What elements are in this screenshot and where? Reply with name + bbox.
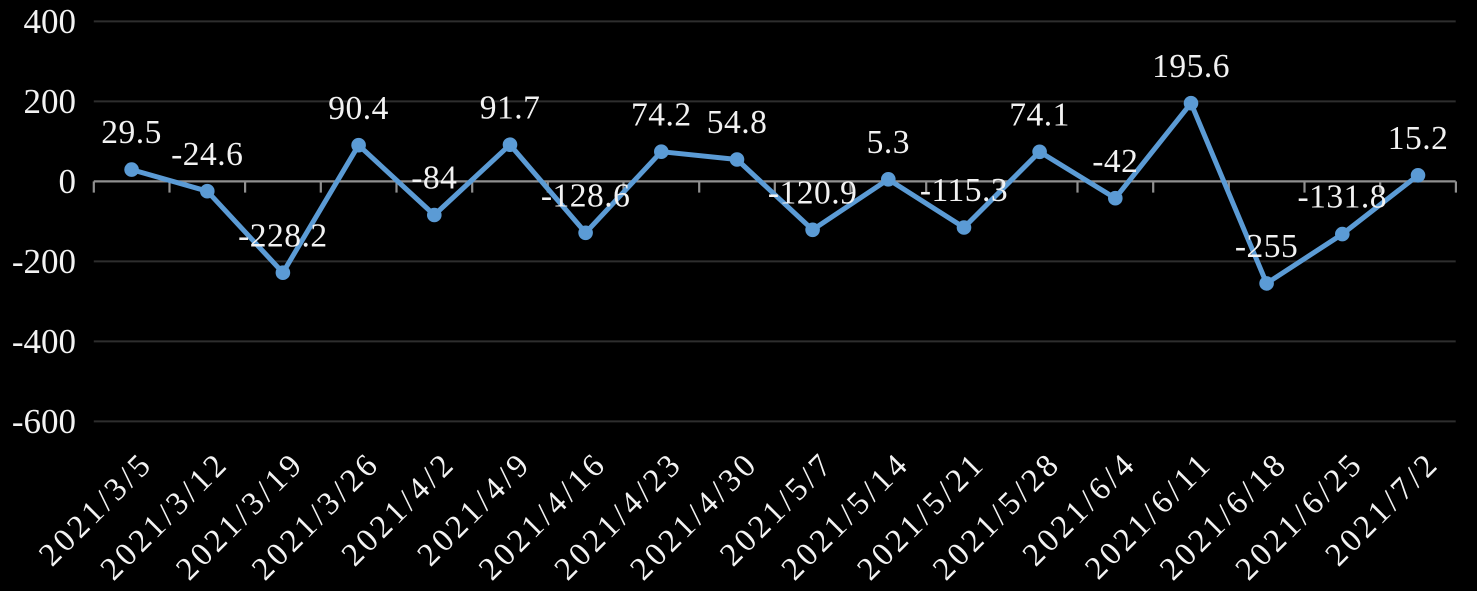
svg-text:-200: -200 bbox=[12, 242, 76, 281]
svg-text:29.5: 29.5 bbox=[101, 114, 162, 151]
svg-text:-255: -255 bbox=[1235, 228, 1298, 265]
svg-text:5.3: 5.3 bbox=[867, 124, 910, 161]
svg-text:-131.8: -131.8 bbox=[1298, 179, 1388, 216]
svg-text:74.1: 74.1 bbox=[1009, 96, 1070, 133]
svg-text:91.7: 91.7 bbox=[480, 89, 541, 126]
svg-text:-115.3: -115.3 bbox=[920, 172, 1008, 209]
svg-text:0: 0 bbox=[59, 162, 77, 201]
svg-text:-128.6: -128.6 bbox=[541, 177, 631, 214]
svg-text:15.2: 15.2 bbox=[1388, 120, 1449, 157]
svg-text:200: 200 bbox=[24, 82, 77, 121]
svg-text:74.2: 74.2 bbox=[631, 96, 692, 133]
svg-text:-24.6: -24.6 bbox=[171, 136, 243, 173]
svg-text:-42: -42 bbox=[1092, 143, 1138, 180]
svg-text:90.4: 90.4 bbox=[328, 90, 389, 127]
svg-text:-120.9: -120.9 bbox=[768, 174, 858, 211]
svg-text:-84: -84 bbox=[411, 160, 457, 197]
svg-text:400: 400 bbox=[24, 2, 77, 41]
svg-text:-400: -400 bbox=[12, 322, 76, 361]
svg-text:54.8: 54.8 bbox=[707, 104, 768, 141]
svg-text:-228.2: -228.2 bbox=[238, 217, 328, 254]
svg-text:-600: -600 bbox=[12, 402, 76, 441]
svg-text:195.6: 195.6 bbox=[1152, 48, 1230, 85]
